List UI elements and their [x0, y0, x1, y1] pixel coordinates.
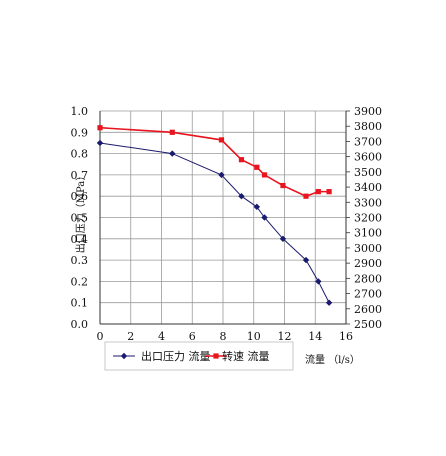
chart-grid [99, 110, 347, 325]
y-left-tick-label-2: 0.2 [71, 275, 89, 288]
series-0-point-4 [253, 203, 261, 211]
series-0-point-7 [302, 256, 310, 264]
y-right-tick-label-9: 3400 [354, 181, 382, 194]
series-1-point-2 [218, 137, 225, 143]
series-1-point-7 [303, 193, 309, 199]
y-right-tick-label-8: 3300 [354, 196, 382, 209]
y-right-tick-label-10: 3500 [354, 166, 382, 179]
series-1-point-4 [254, 164, 260, 170]
y-left-tick-label-9: 0.9 [71, 126, 89, 139]
y-left-tick-label-1: 0.1 [71, 297, 89, 310]
legend-label-0: 出口压力 流量 [141, 349, 211, 363]
y-right-tick-label-6: 3100 [354, 227, 382, 240]
legend-marker-1 [213, 353, 219, 359]
y-right-tick-label-5: 3000 [354, 242, 382, 255]
series-line-1 [99, 126, 330, 198]
legend-box [104, 341, 294, 371]
x-tick-label-1: 2 [127, 330, 134, 343]
chart-ticks: 0 2 4 6 8 10 12 14 16 0.0 0.1 0.2 0.3 0.4 0.5 0.6 0.7 0.8… [71, 105, 383, 343]
series-0-point-3 [238, 193, 245, 200]
x-tick-label-4: 8 [220, 330, 227, 343]
x-tick-label-7: 14 [308, 330, 322, 343]
y-left-tick-label-3: 0.3 [71, 254, 89, 267]
legend-marker-0 [120, 352, 128, 360]
series-1-point-9 [326, 189, 332, 195]
series-0-point-9 [325, 299, 333, 306]
x-axis-label: 流量 （l/s） [305, 353, 360, 366]
y-left-tick-label-4: 0.4 [71, 233, 89, 246]
y-left-tick-label-5: 0.5 [71, 212, 89, 225]
y-right-tick-label-0: 2500 [354, 318, 382, 331]
series-0-point-2 [218, 171, 225, 179]
y-right-tick-label-11: 3600 [354, 151, 382, 164]
chart-series [96, 125, 333, 306]
x-tick-label-5: 10 [247, 330, 261, 343]
y-left-tick-label-6: 0.6 [71, 190, 89, 203]
series-1-point-5 [261, 172, 268, 178]
x-tick-label-8: 16 [339, 330, 353, 343]
y-right-tick-label-4: 2900 [354, 257, 382, 270]
y-axis-left-label: 出口压力（MPa） [74, 171, 87, 253]
series-1-point-8 [315, 189, 321, 195]
x-tick-label-3: 6 [189, 330, 196, 343]
y-right-tick-label-1: 2600 [354, 303, 382, 316]
series-0-point-8 [315, 278, 322, 285]
y-left-tick-label-8: 0.8 [71, 148, 89, 161]
x-tick-label-6: 12 [278, 330, 292, 343]
series-1-point-6 [280, 182, 286, 189]
chart-axes [99, 110, 350, 325]
legend-label-1: 转速 流量 [222, 349, 270, 363]
y-right-tick-label-7: 3200 [354, 212, 382, 225]
x-tick-label-0: 0 [97, 330, 104, 343]
x-tick-label-2: 4 [158, 330, 165, 343]
series-1-point-0 [97, 125, 103, 131]
y-left-tick-label-10: 1.0 [71, 105, 89, 118]
series-0-point-5 [261, 214, 268, 221]
series-0-point-1 [169, 150, 176, 157]
y-right-tick-label-13: 3800 [354, 120, 382, 133]
series-1-point-1 [169, 129, 175, 135]
y-right-tick-label-14: 3900 [354, 105, 382, 118]
legend: 出口压力 流量 转速 流量 [113, 349, 270, 363]
y-right-tick-label-12: 3700 [354, 135, 382, 148]
series-0-point-0 [96, 139, 104, 147]
series-1-point-3 [238, 157, 245, 163]
y-right-tick-label-2: 2700 [354, 288, 382, 301]
y-right-tick-label-3: 2800 [354, 272, 382, 285]
y-left-tick-label-0: 0.0 [71, 318, 89, 331]
series-0-point-6 [279, 235, 287, 242]
y-left-tick-label-7: 0.7 [71, 169, 89, 182]
series-line-0 [99, 142, 330, 303]
